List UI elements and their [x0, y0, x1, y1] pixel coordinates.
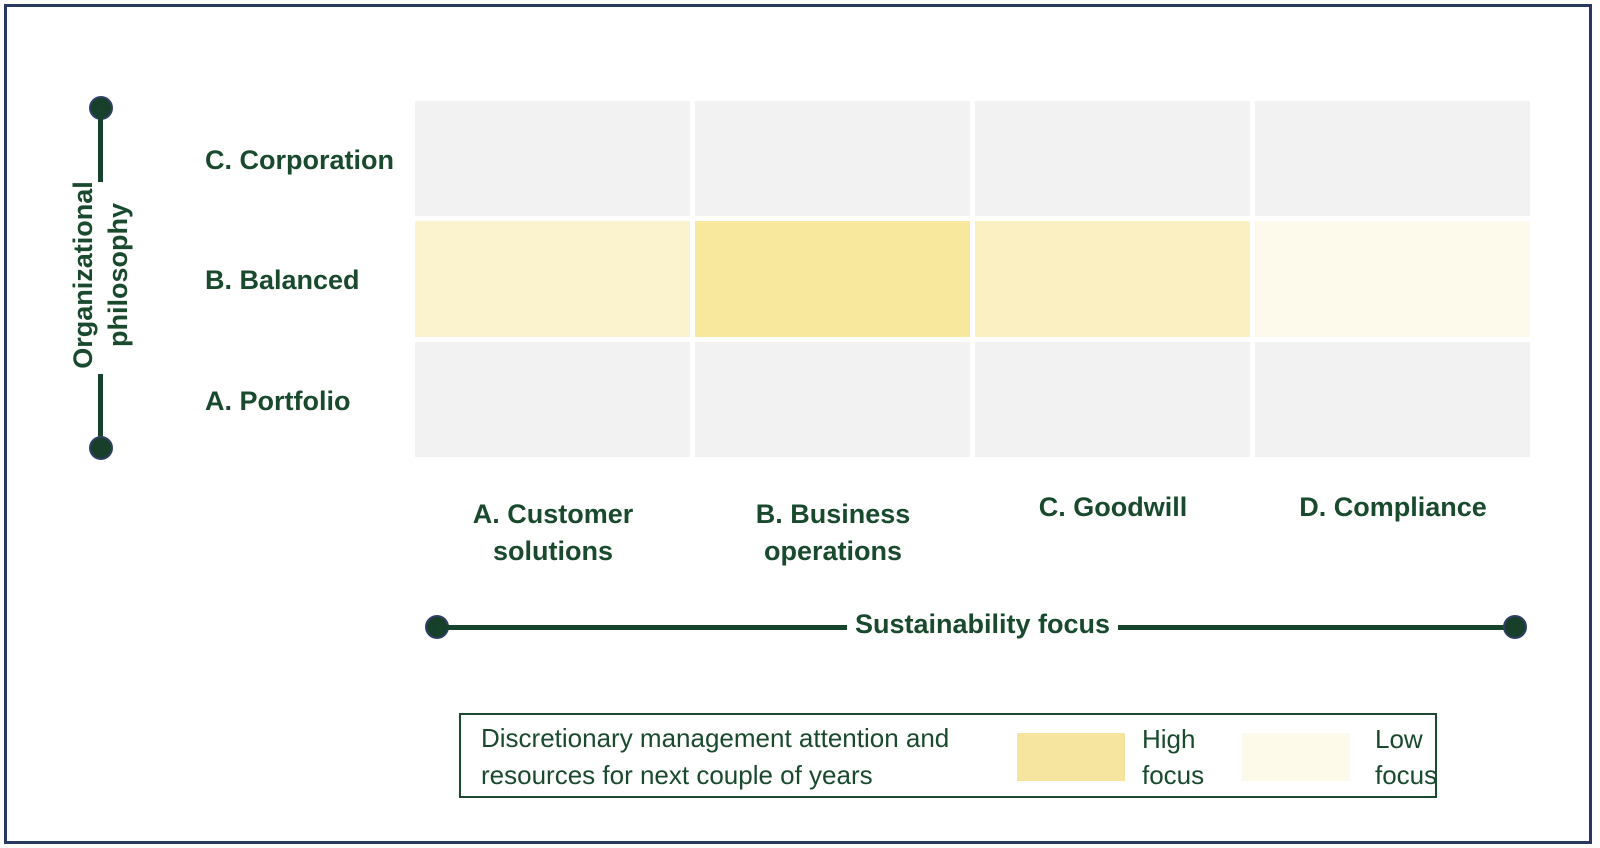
- col-label-line: B. Business: [755, 499, 911, 529]
- y-axis-title-line1: Organizational: [68, 181, 98, 369]
- legend-description: Discretionary management attention and r…: [481, 720, 949, 794]
- legend-low-label-line1: Low: [1375, 724, 1423, 754]
- legend-high-label-line1: High: [1142, 724, 1196, 754]
- col-label-compliance: D. Compliance: [1253, 489, 1533, 526]
- heatmap-cell-r2c3: [1255, 341, 1530, 457]
- col-label-line: D. Compliance: [1299, 492, 1487, 522]
- col-label-line: A. Customer: [472, 499, 634, 529]
- col-label-business-operations: B. Business operations: [693, 496, 973, 570]
- row-label-corporation: C. Corporation: [205, 145, 394, 175]
- heatmap-cell-r1c0: [415, 221, 690, 337]
- col-label-line: solutions: [493, 536, 613, 566]
- x-axis-title: Sustainability focus: [854, 609, 1111, 639]
- row-label-portfolio: A. Portfolio: [205, 386, 351, 416]
- y-axis-line-top: [98, 107, 103, 182]
- legend-description-line2: resources for next couple of years: [481, 760, 873, 790]
- legend-low-label-line2: focus: [1375, 760, 1438, 790]
- heatmap-cell-r0c1: [695, 101, 970, 217]
- heatmap-cell-r0c0: [415, 101, 690, 217]
- col-label-customer-solutions: A. Customer solutions: [413, 496, 693, 570]
- legend-high-label: High focus: [1142, 721, 1252, 793]
- legend-box: Discretionary management attention and r…: [459, 713, 1437, 798]
- legend-high-swatch: [1017, 733, 1125, 781]
- heatmap-cell-r1c3: [1255, 221, 1530, 337]
- heatmap-cell-r2c1: [695, 341, 970, 457]
- legend-high-label-line2: focus: [1142, 760, 1205, 790]
- heatmap-cell-r2c2: [975, 341, 1250, 457]
- heatmap-cell-r0c2: [975, 101, 1250, 217]
- heatmap-cell-r1c1: [695, 221, 970, 337]
- y-axis-bottom-dot-icon: [89, 436, 113, 460]
- col-label-line: operations: [763, 536, 903, 566]
- col-label-line: C. Goodwill: [1038, 492, 1188, 522]
- legend-description-line1: Discretionary management attention and: [481, 723, 950, 753]
- x-axis-line-right: [1118, 625, 1515, 630]
- legend-low-swatch: [1242, 733, 1350, 781]
- heatmap-cell-r2c0: [415, 341, 690, 457]
- y-axis-title-line2: philosophy: [103, 203, 133, 347]
- heatmap-cell-r1c2: [975, 221, 1250, 337]
- legend-low-label: Low focus: [1375, 721, 1485, 793]
- heatmap-grid: [415, 101, 1530, 457]
- x-axis-line-left: [437, 625, 847, 630]
- row-label-balanced: B. Balanced: [205, 265, 360, 295]
- col-label-goodwill: C. Goodwill: [973, 489, 1253, 526]
- y-axis-line-bottom: [98, 374, 103, 448]
- heatmap-cell-r0c3: [1255, 101, 1530, 217]
- x-axis-right-dot-icon: [1503, 615, 1527, 639]
